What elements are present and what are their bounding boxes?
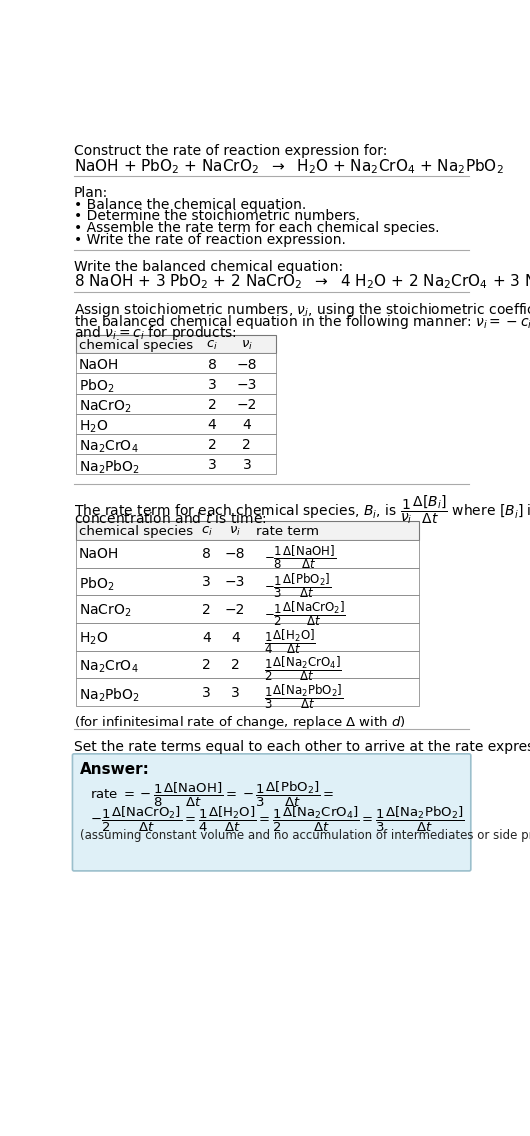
- Text: Na$_2$PbO$_2$: Na$_2$PbO$_2$: [78, 686, 140, 703]
- Text: −8: −8: [225, 548, 245, 561]
- Bar: [76, 414, 276, 434]
- Text: 4: 4: [208, 418, 216, 432]
- Bar: [76, 374, 276, 393]
- Text: rate term: rate term: [255, 525, 319, 538]
- Text: 3: 3: [242, 458, 251, 473]
- Bar: [76, 651, 419, 678]
- Text: rate $= -\dfrac{1}{8}\dfrac{\Delta[\mathrm{NaOH}]}{\Delta t} = -\dfrac{1}{3}\dfr: rate $= -\dfrac{1}{8}\dfrac{\Delta[\math…: [90, 780, 334, 809]
- Text: $-\dfrac{1}{3}\dfrac{\Delta[\mathrm{PbO_2}]}{\Delta t}$: $-\dfrac{1}{3}\dfrac{\Delta[\mathrm{PbO_…: [264, 571, 331, 600]
- Text: NaOH: NaOH: [78, 548, 119, 561]
- Text: 2: 2: [208, 398, 216, 412]
- Text: 3: 3: [208, 458, 216, 473]
- Text: Set the rate terms equal to each other to arrive at the rate expression:: Set the rate terms equal to each other t…: [74, 740, 530, 754]
- Text: $c_i$: $c_i$: [206, 339, 218, 352]
- Text: 2: 2: [231, 659, 240, 673]
- Text: PbO$_2$: PbO$_2$: [78, 575, 114, 593]
- Text: $\nu_i$: $\nu_i$: [241, 339, 253, 352]
- Text: −8: −8: [236, 358, 257, 373]
- Text: • Determine the stoichiometric numbers.: • Determine the stoichiometric numbers.: [74, 209, 360, 224]
- Text: $\dfrac{1}{2}\dfrac{\Delta[\mathrm{Na_2CrO_4}]}{\Delta t}$: $\dfrac{1}{2}\dfrac{\Delta[\mathrm{Na_2C…: [264, 654, 342, 684]
- Text: −2: −2: [225, 603, 245, 617]
- Text: NaOH + PbO$_2$ + NaCrO$_2$  $\rightarrow$  H$_2$O + Na$_2$CrO$_4$ + Na$_2$PbO$_2: NaOH + PbO$_2$ + NaCrO$_2$ $\rightarrow$…: [74, 157, 504, 176]
- Text: 8: 8: [202, 548, 211, 561]
- Text: (for infinitesimal rate of change, replace Δ with $d$): (for infinitesimal rate of change, repla…: [74, 713, 406, 730]
- Text: Na$_2$CrO$_4$: Na$_2$CrO$_4$: [78, 659, 138, 675]
- Text: PbO$_2$: PbO$_2$: [78, 378, 114, 395]
- Bar: [76, 678, 419, 707]
- Text: $-\dfrac{1}{2}\dfrac{\Delta[\mathrm{NaCrO_2}]}{\Delta t}$: $-\dfrac{1}{2}\dfrac{\Delta[\mathrm{NaCr…: [264, 599, 346, 628]
- Text: H$_2$O: H$_2$O: [78, 418, 108, 435]
- Text: 8: 8: [208, 358, 216, 373]
- Bar: [76, 521, 419, 540]
- Text: 3: 3: [202, 575, 211, 590]
- Bar: [76, 393, 276, 414]
- Text: 3: 3: [202, 686, 211, 700]
- Text: NaCrO$_2$: NaCrO$_2$: [78, 603, 131, 619]
- Text: 3: 3: [231, 686, 240, 700]
- Text: (assuming constant volume and no accumulation of intermediates or side products): (assuming constant volume and no accumul…: [80, 829, 530, 842]
- Text: concentration and $t$ is time:: concentration and $t$ is time:: [74, 510, 267, 526]
- Bar: [76, 353, 276, 374]
- Text: Answer:: Answer:: [80, 761, 150, 777]
- Text: the balanced chemical equation in the following manner: $\nu_i = -c_i$ for react: the balanced chemical equation in the fo…: [74, 312, 530, 331]
- Text: 2: 2: [202, 659, 211, 673]
- Text: H$_2$O: H$_2$O: [78, 630, 108, 648]
- Text: 2: 2: [208, 438, 216, 452]
- Text: Plan:: Plan:: [74, 185, 108, 200]
- Text: • Assemble the rate term for each chemical species.: • Assemble the rate term for each chemic…: [74, 222, 439, 235]
- Text: NaOH: NaOH: [78, 358, 119, 373]
- Text: Na$_2$PbO$_2$: Na$_2$PbO$_2$: [78, 458, 140, 476]
- Text: −2: −2: [236, 398, 257, 412]
- Bar: [76, 623, 419, 651]
- Text: 4: 4: [231, 630, 240, 644]
- Text: 2: 2: [202, 603, 211, 617]
- Text: • Write the rate of reaction expression.: • Write the rate of reaction expression.: [74, 233, 346, 247]
- Text: • Balance the chemical equation.: • Balance the chemical equation.: [74, 198, 306, 212]
- Text: $-\dfrac{1}{8}\dfrac{\Delta[\mathrm{NaOH}]}{\Delta t}$: $-\dfrac{1}{8}\dfrac{\Delta[\mathrm{NaOH…: [264, 544, 336, 571]
- Text: NaCrO$_2$: NaCrO$_2$: [78, 398, 131, 415]
- Text: chemical species: chemical species: [78, 339, 193, 352]
- Bar: [76, 453, 276, 474]
- Text: 2: 2: [242, 438, 251, 452]
- Text: $-\dfrac{1}{2}\dfrac{\Delta[\mathrm{NaCrO_2}]}{\Delta t} = \dfrac{1}{4}\dfrac{\D: $-\dfrac{1}{2}\dfrac{\Delta[\mathrm{NaCr…: [90, 804, 464, 834]
- Text: −3: −3: [236, 378, 257, 392]
- Text: The rate term for each chemical species, $B_i$, is $\dfrac{1}{\nu_i}\dfrac{\Delt: The rate term for each chemical species,…: [74, 494, 530, 526]
- Text: and $\nu_i = c_i$ for products:: and $\nu_i = c_i$ for products:: [74, 324, 237, 342]
- Text: $\nu_i$: $\nu_i$: [229, 525, 241, 538]
- Text: 8 NaOH + 3 PbO$_2$ + 2 NaCrO$_2$  $\rightarrow$  4 H$_2$O + 2 Na$_2$CrO$_4$ + 3 : 8 NaOH + 3 PbO$_2$ + 2 NaCrO$_2$ $\right…: [74, 273, 530, 291]
- Text: $c_i$: $c_i$: [201, 525, 213, 538]
- Bar: [76, 568, 419, 595]
- Text: $\dfrac{1}{3}\dfrac{\Delta[\mathrm{Na_2PbO_2}]}{\Delta t}$: $\dfrac{1}{3}\dfrac{\Delta[\mathrm{Na_2P…: [264, 683, 343, 711]
- Bar: [76, 540, 419, 568]
- Bar: [76, 595, 419, 623]
- Text: chemical species: chemical species: [78, 525, 193, 538]
- Text: Write the balanced chemical equation:: Write the balanced chemical equation:: [74, 259, 343, 274]
- Bar: [76, 434, 276, 453]
- Text: 4: 4: [242, 418, 251, 432]
- Text: 4: 4: [202, 630, 211, 644]
- Text: Assign stoichiometric numbers, $\nu_i$, using the stoichiometric coefficients, $: Assign stoichiometric numbers, $\nu_i$, …: [74, 301, 530, 319]
- FancyBboxPatch shape: [73, 754, 471, 871]
- Text: Construct the rate of reaction expression for:: Construct the rate of reaction expressio…: [74, 144, 387, 158]
- Bar: [76, 335, 276, 353]
- Text: $\dfrac{1}{4}\dfrac{\Delta[\mathrm{H_2O}]}{\Delta t}$: $\dfrac{1}{4}\dfrac{\Delta[\mathrm{H_2O}…: [264, 627, 316, 655]
- Text: 3: 3: [208, 378, 216, 392]
- Text: −3: −3: [225, 575, 245, 590]
- Text: Na$_2$CrO$_4$: Na$_2$CrO$_4$: [78, 438, 138, 454]
